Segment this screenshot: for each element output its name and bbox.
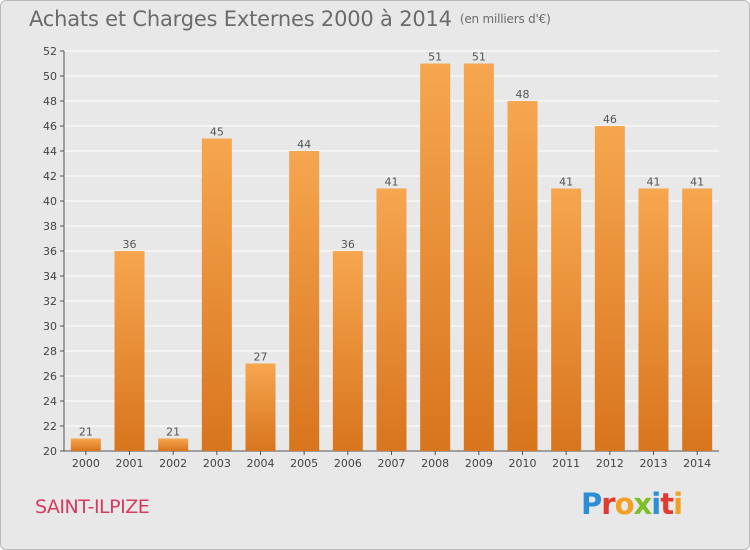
commune-name: SAINT-ILPIZE (35, 496, 150, 518)
data-label: 51 (428, 51, 442, 64)
y-tick-label: 50 (43, 70, 57, 83)
y-tick-label: 52 (43, 45, 57, 58)
bar (70, 438, 101, 451)
y-tick-label: 40 (43, 195, 57, 208)
data-label: 46 (603, 113, 617, 126)
chart-unit: (en milliers d'€) (459, 12, 551, 26)
y-tick-label: 26 (43, 370, 57, 383)
data-label: 44 (297, 138, 311, 151)
bar (245, 363, 276, 451)
logo-letter: o (614, 487, 635, 521)
x-tick-label: 2008 (421, 457, 449, 470)
bar (638, 188, 669, 451)
data-label: 41 (559, 176, 573, 189)
bar (420, 63, 451, 451)
x-tick-label: 2010 (509, 457, 537, 470)
x-tick-label: 2007 (378, 457, 406, 470)
chart-title-text: Achats et Charges Externes 2000 à 2014 (29, 7, 452, 31)
data-label: 51 (472, 51, 486, 64)
logo-letter: r (601, 487, 615, 521)
x-tick-label: 2014 (683, 457, 711, 470)
y-tick-label: 38 (43, 220, 57, 233)
y-tick-label: 20 (43, 445, 57, 458)
bar (682, 188, 713, 451)
chart-title: Achats et Charges Externes 2000 à 2014 (e… (29, 7, 551, 31)
bar (507, 101, 538, 451)
proxiti-logo: Proxiti (581, 487, 683, 521)
bar (201, 138, 232, 451)
data-label: 21 (79, 426, 93, 439)
bar (551, 188, 582, 451)
x-tick-label: 2006 (334, 457, 362, 470)
x-tick-label: 2000 (72, 457, 100, 470)
y-tick-label: 30 (43, 320, 57, 333)
x-tick-label: 2004 (247, 457, 275, 470)
x-tick-label: 2012 (596, 457, 624, 470)
y-tick-label: 44 (43, 145, 57, 158)
data-label: 48 (516, 88, 530, 101)
bar (594, 126, 625, 451)
x-tick-label: 2001 (116, 457, 144, 470)
logo-letter: i (673, 487, 683, 521)
x-tick-label: 2011 (552, 457, 580, 470)
x-tick-label: 2009 (465, 457, 493, 470)
bar (376, 188, 407, 451)
y-tick-label: 24 (43, 395, 57, 408)
data-label: 27 (254, 351, 268, 364)
logo-letter: i (651, 487, 661, 521)
data-label: 41 (647, 176, 661, 189)
y-tick-label: 42 (43, 170, 57, 183)
data-label: 41 (385, 176, 399, 189)
bar (332, 251, 363, 451)
y-tick-label: 34 (43, 270, 57, 283)
x-tick-label: 2002 (159, 457, 187, 470)
y-tick-label: 46 (43, 120, 57, 133)
data-label: 45 (210, 126, 224, 139)
y-tick-label: 22 (43, 420, 57, 433)
data-label: 36 (341, 238, 355, 251)
data-label: 41 (690, 176, 704, 189)
y-tick-label: 32 (43, 295, 57, 308)
data-label: 36 (123, 238, 137, 251)
logo-letter: P (581, 487, 602, 521)
logo-letter: x (633, 487, 653, 521)
data-label: 21 (166, 426, 180, 439)
y-tick-label: 28 (43, 345, 57, 358)
bar (289, 151, 320, 451)
x-tick-label: 2005 (290, 457, 318, 470)
x-tick-label: 2013 (640, 457, 668, 470)
bar (114, 251, 145, 451)
bar (158, 438, 189, 451)
logo-letter: t (660, 487, 674, 521)
x-tick-label: 2003 (203, 457, 231, 470)
y-tick-label: 48 (43, 95, 57, 108)
bar (463, 63, 494, 451)
y-tick-label: 36 (43, 245, 57, 258)
